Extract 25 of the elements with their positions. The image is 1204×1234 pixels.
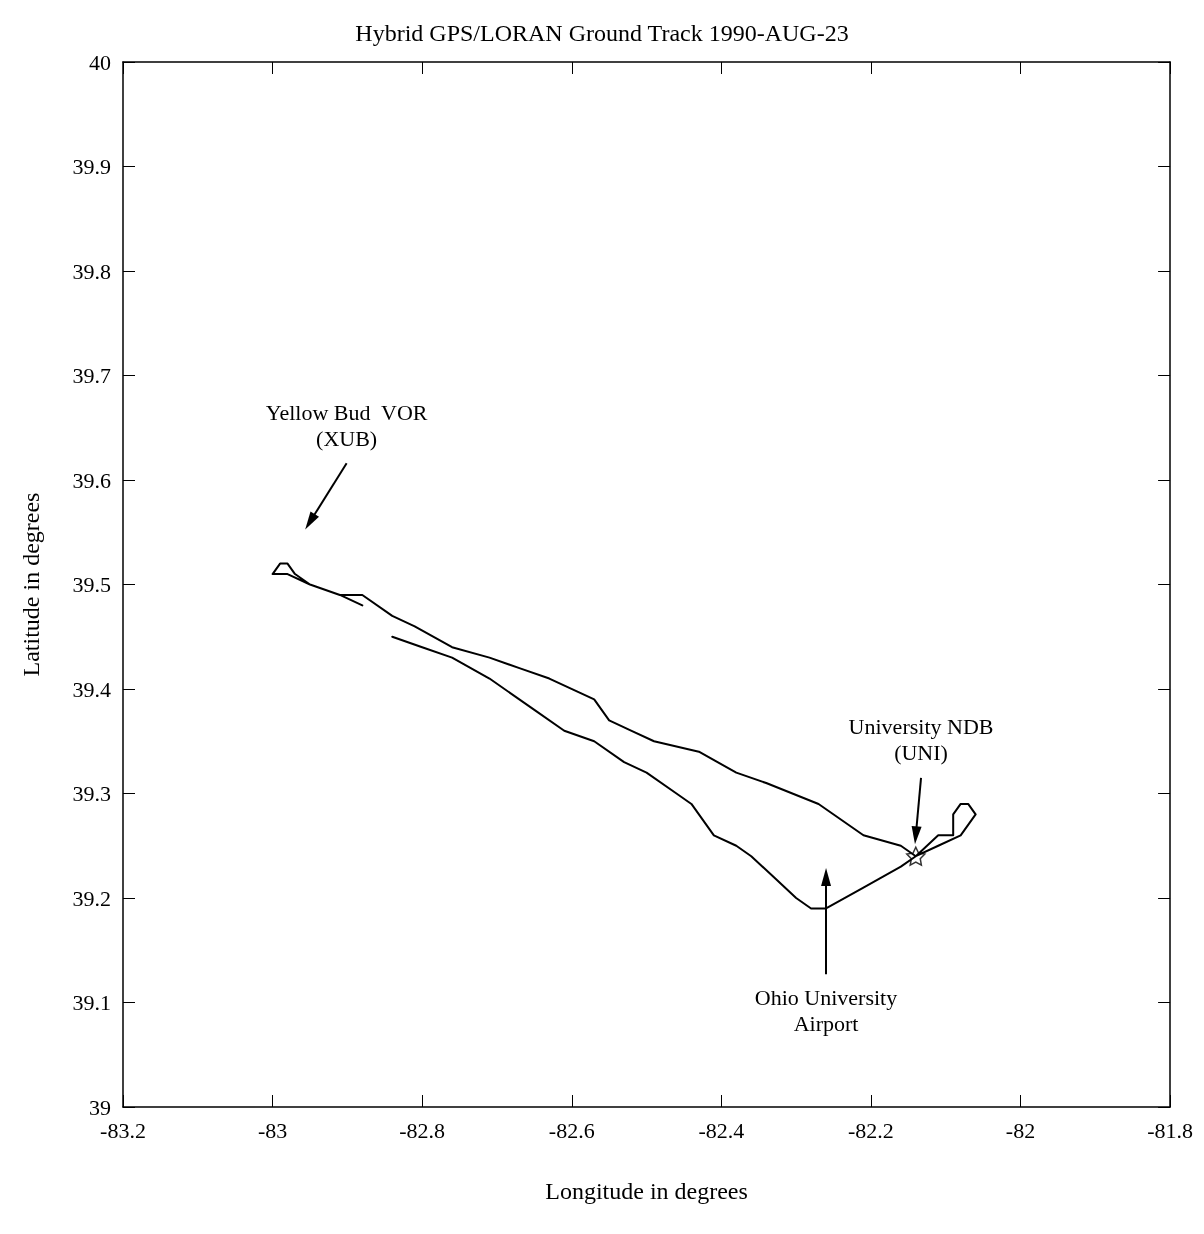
y-tick-label: 39.9 [72,154,111,179]
y-tick-label: 39.7 [72,363,111,388]
x-tick-label: -82.2 [848,1117,894,1143]
y-axis-title: Latitude in degrees [18,492,44,677]
y-tick-label: 39.6 [72,467,111,493]
x-tick-label: -83.2 [100,1117,146,1143]
x-tick-label: -81.8 [1147,1117,1193,1143]
y-tick-label: 39.2 [72,885,111,911]
annotation: University NDB (UNI) [848,714,994,766]
y-tick-label: 40 [89,49,111,75]
y-tick-label: 39.3 [72,781,111,806]
y-tick-label: 39.1 [72,990,111,1015]
x-tick-label: -82 [1005,1117,1036,1143]
x-tick-label: -82.6 [548,1117,595,1143]
x-tick-label: -82.8 [399,1117,446,1143]
annotation: Yellow Bud VOR (XUB) [265,399,428,451]
y-tick-label: 39.4 [72,676,111,702]
x-axis-title: Longitude in degrees [545,1178,748,1204]
y-tick-label: 39.8 [72,258,111,284]
annotation: Ohio University Airport [754,984,898,1036]
y-tick-label: 39 [89,1094,111,1120]
x-tick-label: -82.4 [698,1117,745,1143]
x-tick-label: -83 [257,1117,288,1143]
y-tick-label: 39.5 [72,572,111,597]
chart-title: Hybrid GPS/LORAN Ground Track 1990-AUG-23 [355,20,849,46]
